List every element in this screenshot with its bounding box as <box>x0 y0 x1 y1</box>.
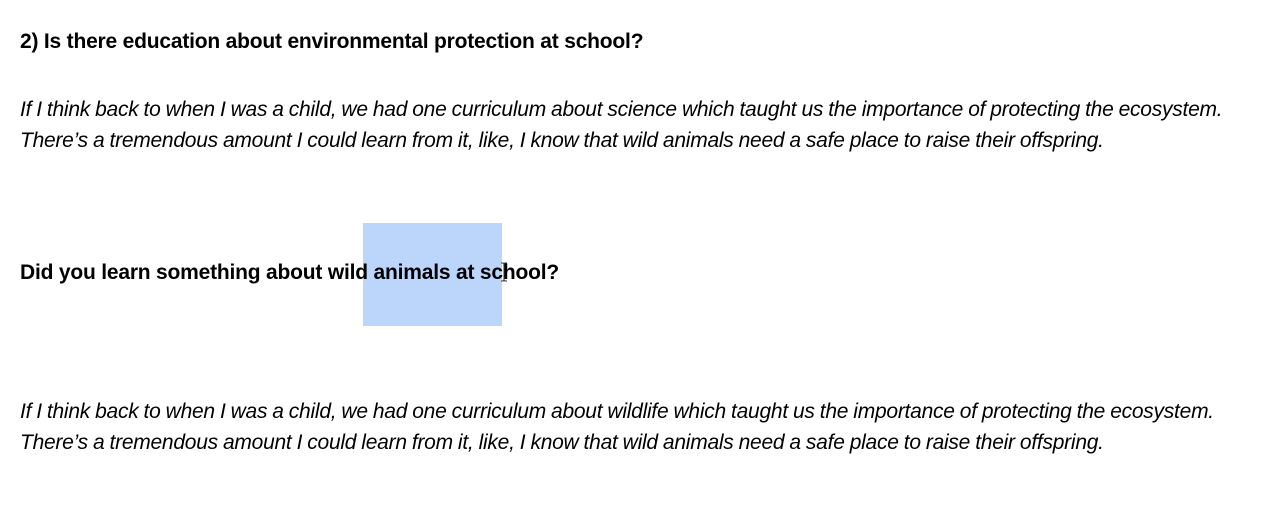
question-2-text-after[interactable]: at school? <box>450 261 559 284</box>
text-selection-highlight <box>363 223 502 326</box>
selected-text[interactable]: wild animals <box>327 261 451 284</box>
question-heading-1[interactable]: 2) Is there education about environmenta… <box>20 30 644 53</box>
answer-paragraph-1[interactable]: If I think back to when I was a child, w… <box>20 98 1223 152</box>
text-cursor-icon <box>501 262 507 282</box>
question-2-text-before[interactable]: Did you learn something about <box>20 261 328 284</box>
answer-paragraph-2[interactable]: If I think back to when I was a child, w… <box>20 400 1214 454</box>
question-heading-2[interactable]: Did you learn something about wild anima… <box>20 260 559 286</box>
